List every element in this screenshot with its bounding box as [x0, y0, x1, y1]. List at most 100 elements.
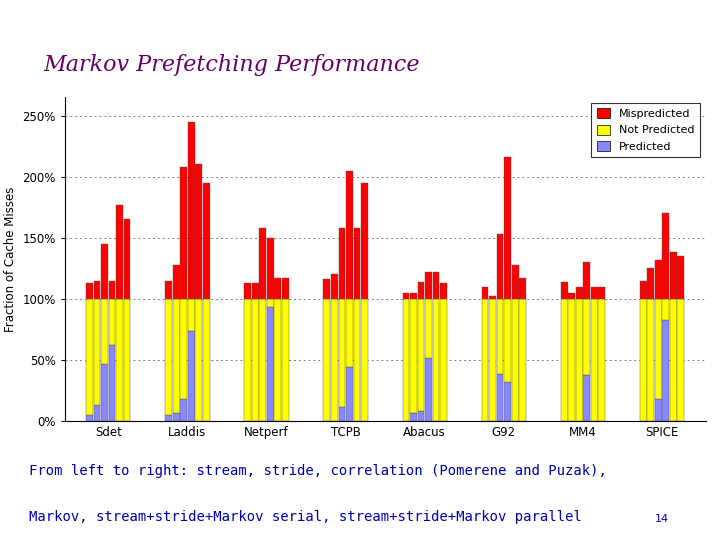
Bar: [561, 282, 567, 299]
Bar: [166, 299, 172, 415]
Bar: [568, 299, 575, 421]
Bar: [583, 262, 590, 299]
Bar: [662, 299, 669, 320]
Bar: [338, 228, 346, 299]
Bar: [259, 228, 266, 299]
Bar: [425, 357, 432, 421]
Bar: [188, 122, 194, 299]
Bar: [331, 299, 338, 421]
Bar: [519, 299, 526, 421]
Bar: [647, 299, 654, 421]
Bar: [267, 307, 274, 421]
Bar: [338, 299, 346, 407]
Bar: [338, 407, 346, 421]
Bar: [195, 165, 202, 299]
Bar: [244, 283, 251, 299]
Bar: [561, 299, 567, 421]
Bar: [512, 265, 518, 299]
Bar: [640, 281, 647, 299]
Bar: [267, 299, 274, 307]
Bar: [346, 367, 353, 421]
Bar: [124, 219, 130, 299]
Bar: [116, 205, 123, 299]
Bar: [244, 299, 251, 421]
Bar: [166, 281, 172, 299]
Bar: [489, 296, 496, 299]
Bar: [124, 299, 130, 421]
Legend: Mispredicted, Not Predicted, Predicted: Mispredicted, Not Predicted, Predicted: [591, 103, 700, 157]
Bar: [655, 260, 662, 299]
Bar: [647, 268, 654, 299]
Bar: [354, 228, 360, 299]
Bar: [180, 399, 187, 421]
Bar: [504, 157, 511, 299]
Bar: [640, 299, 647, 421]
Text: Markov Prefetching Performance: Markov Prefetching Performance: [43, 53, 420, 76]
Bar: [166, 415, 172, 421]
Bar: [568, 293, 575, 299]
Bar: [323, 299, 330, 421]
Bar: [94, 406, 100, 421]
Bar: [598, 287, 605, 299]
Bar: [86, 283, 93, 299]
Bar: [489, 299, 496, 421]
Bar: [361, 299, 368, 421]
Bar: [583, 299, 590, 375]
Bar: [425, 299, 432, 357]
Bar: [331, 274, 338, 299]
Bar: [583, 375, 590, 421]
Bar: [418, 299, 424, 411]
Bar: [180, 299, 187, 399]
Bar: [188, 299, 194, 330]
Bar: [670, 299, 677, 421]
Bar: [402, 293, 410, 299]
Bar: [576, 287, 582, 299]
Bar: [482, 287, 488, 299]
Bar: [252, 299, 258, 421]
Bar: [655, 299, 662, 399]
Bar: [410, 413, 417, 421]
Bar: [116, 299, 123, 421]
Bar: [173, 265, 179, 299]
Bar: [662, 320, 669, 421]
Bar: [670, 253, 677, 299]
Bar: [425, 272, 432, 299]
Text: From left to right: stream, stride, correlation (Pomerene and Puzak),: From left to right: stream, stride, corr…: [29, 464, 607, 478]
Bar: [109, 346, 115, 421]
Bar: [94, 281, 100, 299]
Bar: [655, 399, 662, 421]
Bar: [274, 299, 282, 421]
Bar: [346, 299, 353, 367]
Bar: [86, 299, 93, 415]
Bar: [504, 299, 511, 382]
Bar: [102, 364, 108, 421]
Bar: [598, 299, 605, 421]
Bar: [497, 299, 503, 374]
Bar: [482, 299, 488, 421]
Bar: [173, 413, 179, 421]
Bar: [410, 293, 417, 299]
Bar: [418, 282, 424, 299]
Bar: [86, 415, 93, 421]
Bar: [203, 183, 210, 299]
Bar: [102, 299, 108, 364]
Bar: [195, 299, 202, 421]
Bar: [662, 213, 669, 299]
Bar: [259, 299, 266, 421]
Bar: [109, 281, 115, 299]
Bar: [109, 299, 115, 346]
Text: Markov, stream+stride+Markov serial, stream+stride+Markov parallel: Markov, stream+stride+Markov serial, str…: [29, 510, 582, 524]
Y-axis label: Fraction of Cache Misses: Fraction of Cache Misses: [4, 186, 17, 332]
Bar: [591, 299, 598, 421]
Bar: [418, 411, 424, 421]
Bar: [267, 238, 274, 299]
Bar: [102, 244, 108, 299]
Bar: [497, 374, 503, 421]
Bar: [354, 299, 360, 421]
Bar: [323, 279, 330, 299]
Bar: [173, 299, 179, 413]
Bar: [433, 299, 439, 421]
Bar: [94, 299, 100, 406]
Bar: [282, 299, 289, 421]
Bar: [512, 299, 518, 421]
